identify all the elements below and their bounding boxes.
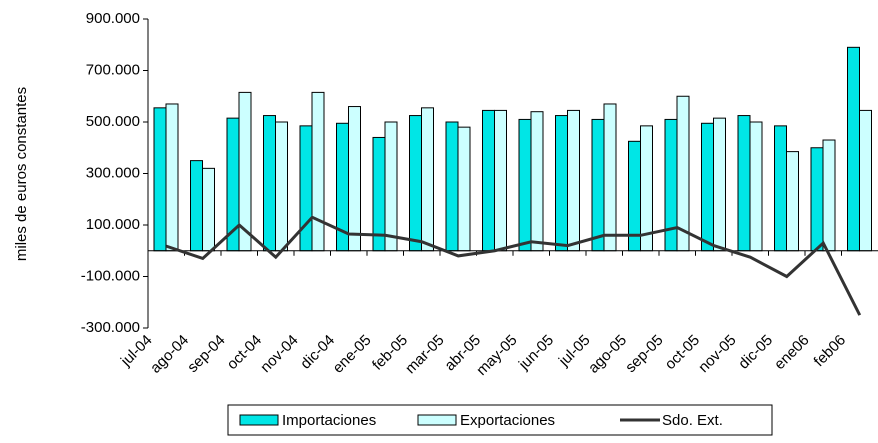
y-tick-label: 700.000 bbox=[86, 61, 140, 78]
bar bbox=[530, 111, 544, 252]
bar bbox=[774, 125, 787, 252]
bar bbox=[263, 115, 276, 252]
bar bbox=[822, 139, 836, 252]
bar bbox=[445, 121, 459, 252]
line bbox=[165, 215, 862, 316]
bar bbox=[202, 167, 215, 252]
bar bbox=[275, 121, 288, 252]
x-tick-label: jun-05 bbox=[515, 332, 557, 374]
x-tick-label: ago-05 bbox=[585, 332, 630, 377]
legend-swatch bbox=[417, 414, 457, 426]
y-tick-label: -100.000 bbox=[81, 267, 140, 284]
x-tick-label: ene06 bbox=[771, 332, 813, 374]
bar bbox=[749, 121, 763, 252]
y-tick-label: 500.000 bbox=[86, 113, 140, 130]
bar bbox=[737, 115, 751, 252]
x-tick-label: sep-04 bbox=[184, 332, 228, 376]
legend-label: Exportaciones bbox=[460, 412, 555, 429]
bar bbox=[165, 103, 179, 252]
bar bbox=[713, 117, 726, 252]
bar bbox=[701, 122, 714, 252]
y-tick-label: 300.000 bbox=[86, 164, 140, 181]
bar bbox=[348, 106, 361, 252]
bar bbox=[567, 109, 580, 252]
bar bbox=[603, 103, 617, 252]
bar bbox=[786, 151, 799, 252]
x-tick-label: sep-05 bbox=[622, 332, 666, 376]
y-axis-label: miles de euros constantes bbox=[13, 87, 30, 261]
bar bbox=[190, 160, 203, 252]
y-tick-label: 900.000 bbox=[86, 10, 140, 27]
bar bbox=[591, 118, 605, 252]
bar bbox=[153, 107, 167, 252]
y-tick-label: 100.000 bbox=[86, 216, 140, 233]
bar bbox=[457, 126, 471, 252]
legend-swatch bbox=[239, 414, 279, 426]
y-tick-label: -300.000 bbox=[81, 319, 140, 336]
bar bbox=[518, 118, 532, 252]
bar bbox=[494, 109, 507, 252]
x-tick-label: dic-05 bbox=[735, 332, 776, 373]
bar bbox=[384, 121, 398, 252]
bar bbox=[482, 109, 495, 252]
bar bbox=[409, 115, 422, 252]
bar bbox=[311, 91, 325, 252]
x-tick-label: may-05 bbox=[473, 332, 520, 379]
bar bbox=[299, 125, 313, 252]
bar bbox=[847, 46, 860, 252]
x-tick-label: feb06 bbox=[811, 332, 850, 371]
legend-label: Sdo. Ext. bbox=[662, 412, 723, 429]
bar bbox=[859, 109, 872, 252]
x-tick-label: ago-04 bbox=[147, 332, 192, 377]
legend-label: Importaciones bbox=[282, 412, 376, 429]
bar bbox=[810, 147, 824, 252]
bar bbox=[421, 107, 434, 252]
bar bbox=[555, 115, 568, 252]
legend bbox=[227, 404, 773, 436]
x-tick-label: ene-05 bbox=[330, 332, 375, 377]
x-tick-label: nov-04 bbox=[257, 332, 301, 376]
x-tick-label: mar-05 bbox=[402, 332, 448, 378]
x-tick-label: nov-05 bbox=[695, 332, 739, 376]
